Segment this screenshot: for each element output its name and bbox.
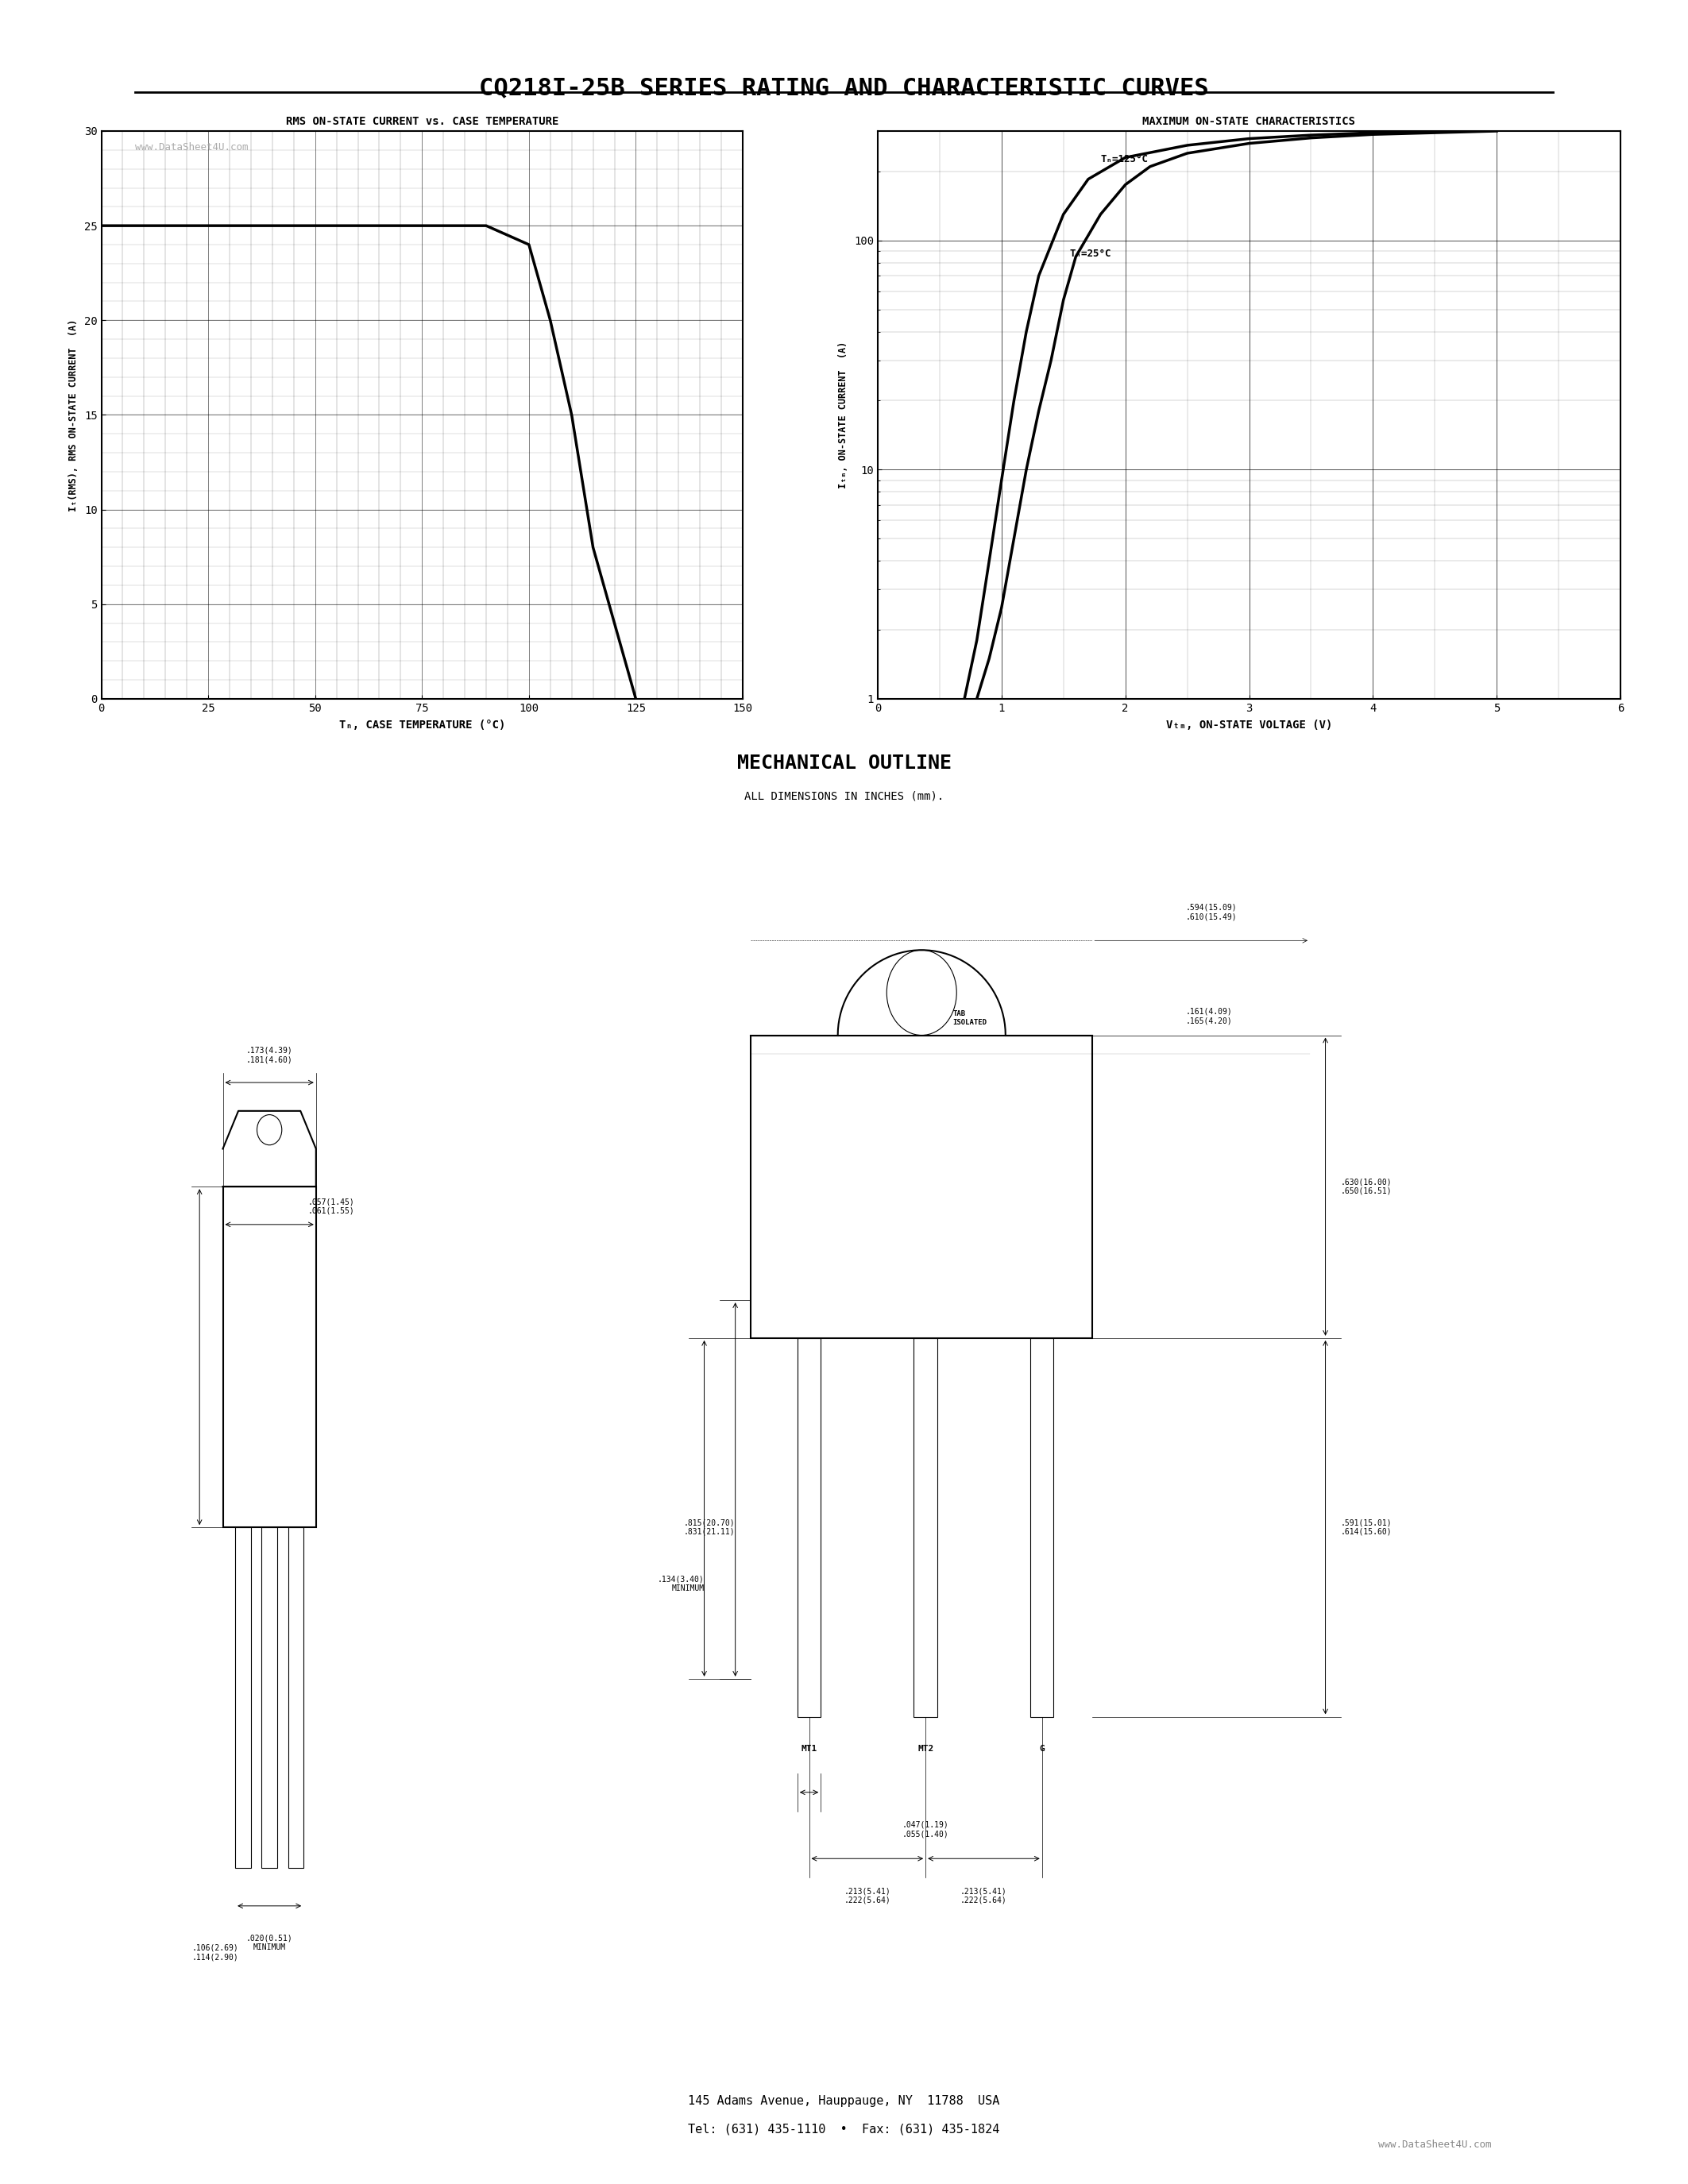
X-axis label: Tₙ, CASE TEMPERATURE (°C): Tₙ, CASE TEMPERATURE (°C) xyxy=(339,719,505,729)
Bar xyxy=(1030,1339,1053,1717)
Bar xyxy=(289,1527,304,1867)
Bar xyxy=(223,1186,316,1527)
Title: RMS ON-STATE CURRENT vs. CASE TEMPERATURE: RMS ON-STATE CURRENT vs. CASE TEMPERATUR… xyxy=(285,116,559,127)
Text: www.DataSheet4U.com: www.DataSheet4U.com xyxy=(1377,2140,1492,2149)
Text: .591(15.01)
.614(15.60): .591(15.01) .614(15.60) xyxy=(1340,1518,1393,1535)
Text: .020(0.51)
MINIMUM: .020(0.51) MINIMUM xyxy=(246,1935,292,1952)
Title: MAXIMUM ON-STATE CHARACTERISTICS: MAXIMUM ON-STATE CHARACTERISTICS xyxy=(1143,116,1355,127)
Text: Tel: (631) 435-1110  •  Fax: (631) 435-1824: Tel: (631) 435-1110 • Fax: (631) 435-182… xyxy=(689,2123,999,2136)
Text: .161(4.09)
.165(4.20): .161(4.09) .165(4.20) xyxy=(1185,1007,1232,1024)
Text: G: G xyxy=(1040,1745,1045,1754)
Text: MT2: MT2 xyxy=(918,1745,933,1754)
Y-axis label: Iₜₘ, ON-STATE CURRENT  (A): Iₜₘ, ON-STATE CURRENT (A) xyxy=(839,341,849,489)
Text: .213(5.41)
.222(5.64): .213(5.41) .222(5.64) xyxy=(844,1887,891,1904)
Text: 145 Adams Avenue, Hauppauge, NY  11788  USA: 145 Adams Avenue, Hauppauge, NY 11788 US… xyxy=(689,2094,999,2108)
Text: Tₙ=25°C: Tₙ=25°C xyxy=(1070,249,1111,260)
Text: .057(1.45)
.061(1.55): .057(1.45) .061(1.55) xyxy=(309,1197,354,1214)
Text: .213(5.41)
.222(5.64): .213(5.41) .222(5.64) xyxy=(960,1887,1008,1904)
Text: .106(2.69)
.114(2.90): .106(2.69) .114(2.90) xyxy=(192,1944,238,1961)
Text: TAB
ISOLATED: TAB ISOLATED xyxy=(952,1011,987,1026)
Text: .173(4.39)
.181(4.60): .173(4.39) .181(4.60) xyxy=(246,1046,292,1064)
Text: .047(1.19)
.055(1.40): .047(1.19) .055(1.40) xyxy=(901,1821,949,1839)
Bar xyxy=(797,1339,820,1717)
Text: CQ218I-25B SERIES RATING AND CHARACTERISTIC CURVES: CQ218I-25B SERIES RATING AND CHARACTERIS… xyxy=(479,76,1209,100)
Text: www.DataSheet4U.com: www.DataSheet4U.com xyxy=(135,142,248,153)
Text: .630(16.00)
.650(16.51): .630(16.00) .650(16.51) xyxy=(1340,1177,1393,1195)
Text: .134(3.40)
MINIMUM: .134(3.40) MINIMUM xyxy=(658,1575,704,1592)
Bar xyxy=(913,1339,937,1717)
Text: Tₙ=125°C: Tₙ=125°C xyxy=(1101,155,1148,164)
X-axis label: Vₜₘ, ON-STATE VOLTAGE (V): Vₜₘ, ON-STATE VOLTAGE (V) xyxy=(1166,719,1332,729)
Bar xyxy=(235,1527,252,1867)
Bar xyxy=(262,1527,277,1867)
Text: ALL DIMENSIONS IN INCHES (mm).: ALL DIMENSIONS IN INCHES (mm). xyxy=(744,791,944,802)
Text: MECHANICAL OUTLINE: MECHANICAL OUTLINE xyxy=(736,753,952,773)
Text: .594(15.09)
.610(15.49): .594(15.09) .610(15.49) xyxy=(1185,904,1237,922)
Y-axis label: Iₜ(RMS), RMS ON-STATE CURRENT  (A): Iₜ(RMS), RMS ON-STATE CURRENT (A) xyxy=(68,319,79,511)
Text: .815(20.70)
.831(21.11): .815(20.70) .831(21.11) xyxy=(684,1518,736,1535)
Text: MT1: MT1 xyxy=(802,1745,817,1754)
Bar xyxy=(751,1035,1092,1339)
